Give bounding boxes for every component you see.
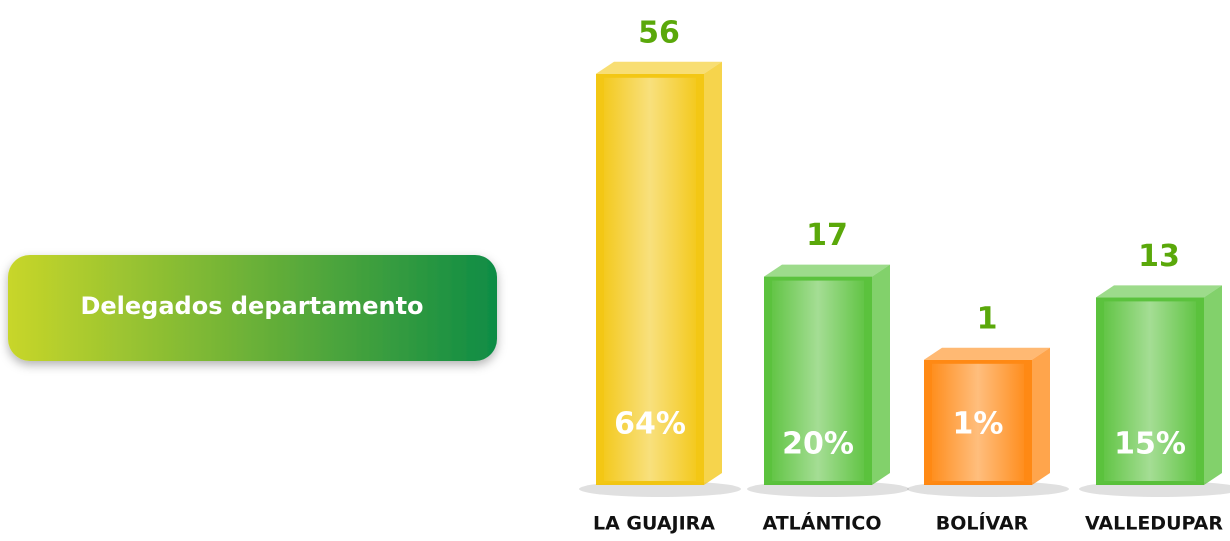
bar-shadow [1079, 481, 1230, 497]
bar-side [872, 264, 890, 485]
bar-shine [772, 280, 864, 481]
bar-top [764, 264, 890, 277]
x-tick-label: BOLÍVAR [936, 512, 1029, 535]
bar-top [596, 61, 722, 74]
value-label: 1 [977, 301, 998, 336]
bar-side [1032, 347, 1050, 485]
share-label: 15% [1114, 427, 1186, 462]
bar-side [1204, 285, 1222, 485]
bar-shine [1104, 301, 1196, 481]
title-pill [8, 255, 497, 361]
share-label: 20% [782, 427, 854, 462]
bar-top [1096, 285, 1222, 298]
share-label: 64% [614, 407, 686, 442]
share-label: 1% [953, 407, 1004, 442]
bar-shine [932, 363, 1024, 481]
x-tick-label: LA GUAJIRA [593, 513, 715, 535]
chart-title: Delegados departamento [80, 292, 423, 320]
x-tick-label: VALLEDUPAR [1085, 513, 1223, 535]
value-label: 13 [1138, 239, 1180, 274]
bar-top [924, 347, 1050, 360]
value-label: 17 [806, 218, 848, 253]
bar-side [704, 61, 722, 486]
bar-shine [604, 77, 696, 482]
x-tick-label: ATLÁNTICO [762, 512, 881, 535]
value-label: 56 [638, 15, 680, 50]
